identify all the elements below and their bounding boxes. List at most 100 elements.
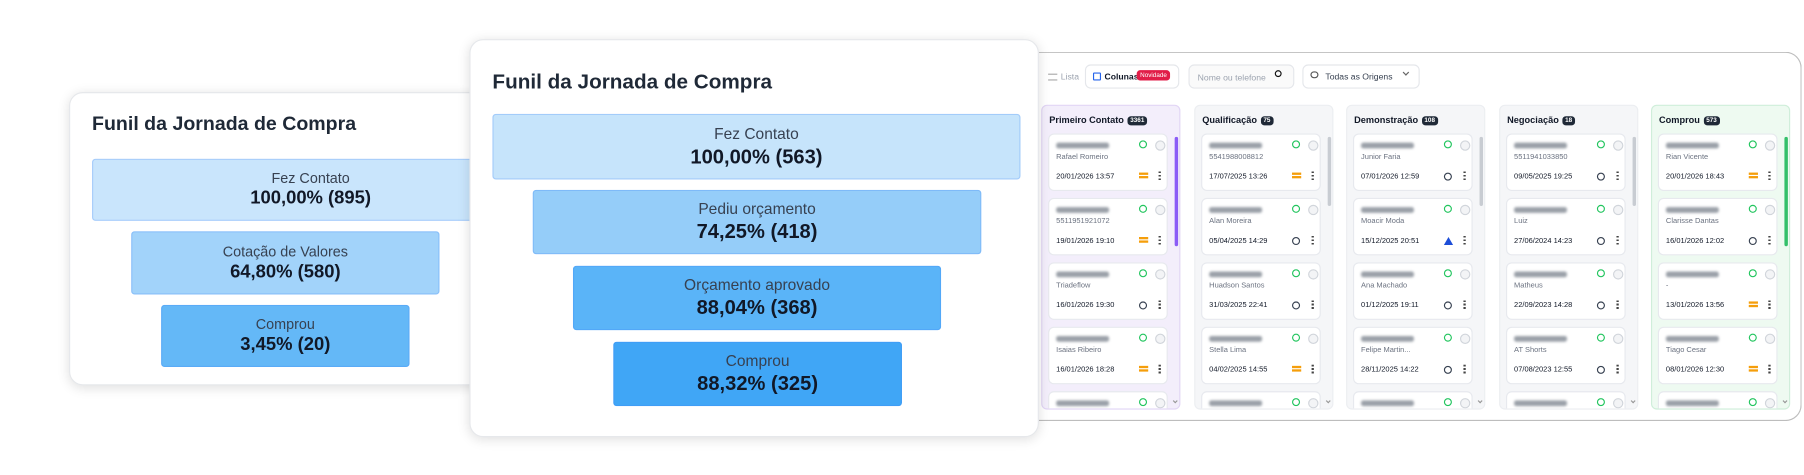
- origin-icon: [1310, 71, 1319, 79]
- lead-card: Felipe Martin... 28/11/2025 14:22: [1352, 326, 1473, 385]
- scrollbar: [1174, 136, 1179, 247]
- origin-icon: [1748, 365, 1758, 372]
- lead-card: Rafael Romeiro 20/01/2026 13:57: [1048, 133, 1168, 191]
- lead-date: 27/06/2024 14:23: [1514, 237, 1573, 246]
- whatsapp-icon: [1138, 140, 1148, 149]
- list-tab: Lista: [1060, 71, 1079, 82]
- origin-icon: [1443, 237, 1454, 246]
- lead-name: 5511941033850: [1514, 153, 1568, 162]
- lead-name: Isaias Ribeiro: [1056, 346, 1102, 355]
- menu-dots: [1768, 235, 1771, 246]
- column-name: Primeiro Contato: [1049, 115, 1124, 126]
- blurred-phone: [1665, 400, 1719, 407]
- whatsapp-icon: [1292, 269, 1301, 278]
- lead-name: Moacir Moda: [1361, 217, 1405, 226]
- whatsapp-icon: [1596, 140, 1605, 149]
- lead-card: [1506, 391, 1626, 409]
- search-placeholder: Nome ou telefone: [1197, 72, 1266, 83]
- lead-card: Ana Machado 01/12/2025 19:11: [1352, 262, 1473, 320]
- whatsapp-icon: [1292, 140, 1301, 149]
- blurred-phone: [1665, 335, 1719, 342]
- column-count: 75: [1260, 115, 1274, 125]
- scroll-arrow: [1172, 398, 1178, 404]
- lead-name: Luiz: [1514, 217, 1528, 226]
- blurred-phone: [1056, 207, 1110, 213]
- select-circle: [1459, 140, 1471, 151]
- stage-label: Fez Contato: [714, 124, 799, 143]
- lead-name: Junior Faria: [1361, 153, 1401, 162]
- whatsapp-icon: [1748, 333, 1757, 342]
- stage-label: Comprou: [725, 352, 790, 370]
- column-name: Qualificação: [1202, 115, 1258, 126]
- blurred-phone: [1361, 271, 1414, 278]
- lead-name: 5541988008812: [1209, 153, 1264, 162]
- origin-icon: [1596, 172, 1605, 181]
- select-circle: [1308, 269, 1319, 280]
- lead-date: 07/01/2026 12:59: [1361, 172, 1420, 181]
- whatsapp-icon: [1138, 333, 1148, 342]
- blurred-phone: [1056, 271, 1110, 278]
- funnel-stage: Comprou 88,32% (325): [613, 341, 902, 407]
- funnel-stage: Fez Contato 100,00% (563): [492, 113, 1021, 180]
- blurred-phone: [1209, 400, 1263, 407]
- menu-dots: [1158, 300, 1161, 310]
- select-circle: [1155, 140, 1166, 151]
- lead-name: Tiago Cesar: [1665, 346, 1707, 355]
- funnel-stage: Fez Contato 100,00% (895): [92, 158, 530, 221]
- stage-value: 64,80% (580): [230, 261, 341, 282]
- lead-date: 05/04/2025 14:29: [1209, 237, 1268, 246]
- lead-name: -: [1665, 281, 1669, 290]
- origin-select: [1302, 64, 1420, 89]
- whatsapp-icon: [1138, 269, 1148, 278]
- whatsapp-icon: [1443, 333, 1452, 342]
- origin-icon: [1596, 365, 1605, 374]
- origin-icon: [1138, 172, 1149, 179]
- blurred-phone: [1514, 400, 1567, 407]
- new-badge: Novidade: [1136, 70, 1171, 81]
- lead-date: 15/12/2025 20:51: [1361, 237, 1420, 246]
- whatsapp-icon: [1748, 398, 1757, 407]
- menu-dots: [1616, 171, 1619, 181]
- blurred-phone: [1665, 142, 1719, 149]
- menu-dots: [1311, 235, 1314, 246]
- funnel-title: Funil da Jornada de Compra: [92, 112, 357, 135]
- funnel-stage: Orçamento aprovado 88,04% (368): [572, 265, 942, 331]
- select-circle: [1459, 204, 1471, 216]
- column-header: Negociação 18: [1507, 115, 1576, 125]
- select-circle: [1764, 140, 1776, 151]
- origin-icon: [1443, 172, 1452, 181]
- lead-name: Rian Vicente: [1665, 153, 1709, 162]
- origin-icon: [1138, 365, 1149, 372]
- column-header: Qualificação 75: [1202, 115, 1274, 126]
- stage-value: 88,04% (368): [696, 295, 818, 319]
- origin-icon: [1748, 301, 1758, 308]
- column-header: Primeiro Contato 3361: [1049, 115, 1148, 126]
- select-circle: [1764, 333, 1776, 344]
- menu-dots: [1158, 171, 1161, 181]
- list-icon: [1048, 73, 1058, 81]
- origin-icon: [1748, 237, 1757, 246]
- origin-icon: [1596, 301, 1605, 310]
- lead-name: Ana Machado: [1361, 281, 1408, 290]
- lead-card: Huadson Santos 31/03/2025 22:41: [1201, 262, 1321, 320]
- menu-dots: [1768, 171, 1771, 181]
- column-header: Demonstração 108: [1354, 115, 1438, 125]
- lead-date: 16/01/2026 12:02: [1665, 237, 1725, 246]
- blurred-phone: [1209, 271, 1263, 278]
- select-circle: [1308, 333, 1319, 344]
- menu-dots: [1158, 235, 1161, 246]
- blurred-phone: [1209, 335, 1263, 342]
- scrollbar: [1784, 136, 1788, 247]
- whatsapp-icon: [1596, 333, 1605, 342]
- whatsapp-icon: [1443, 140, 1452, 149]
- columns-icon: [1092, 72, 1102, 81]
- column-name: Demonstração: [1354, 115, 1419, 126]
- stage-value: 100,00% (895): [250, 188, 372, 209]
- whatsapp-icon: [1443, 269, 1452, 278]
- select-circle: [1459, 333, 1471, 344]
- menu-dots: [1311, 364, 1314, 374]
- search-icon: [1274, 70, 1282, 78]
- whatsapp-icon: [1292, 398, 1301, 407]
- funnel-title: Funil da Jornada de Compra: [492, 70, 773, 94]
- lead-date: 31/03/2025 22:41: [1209, 301, 1268, 310]
